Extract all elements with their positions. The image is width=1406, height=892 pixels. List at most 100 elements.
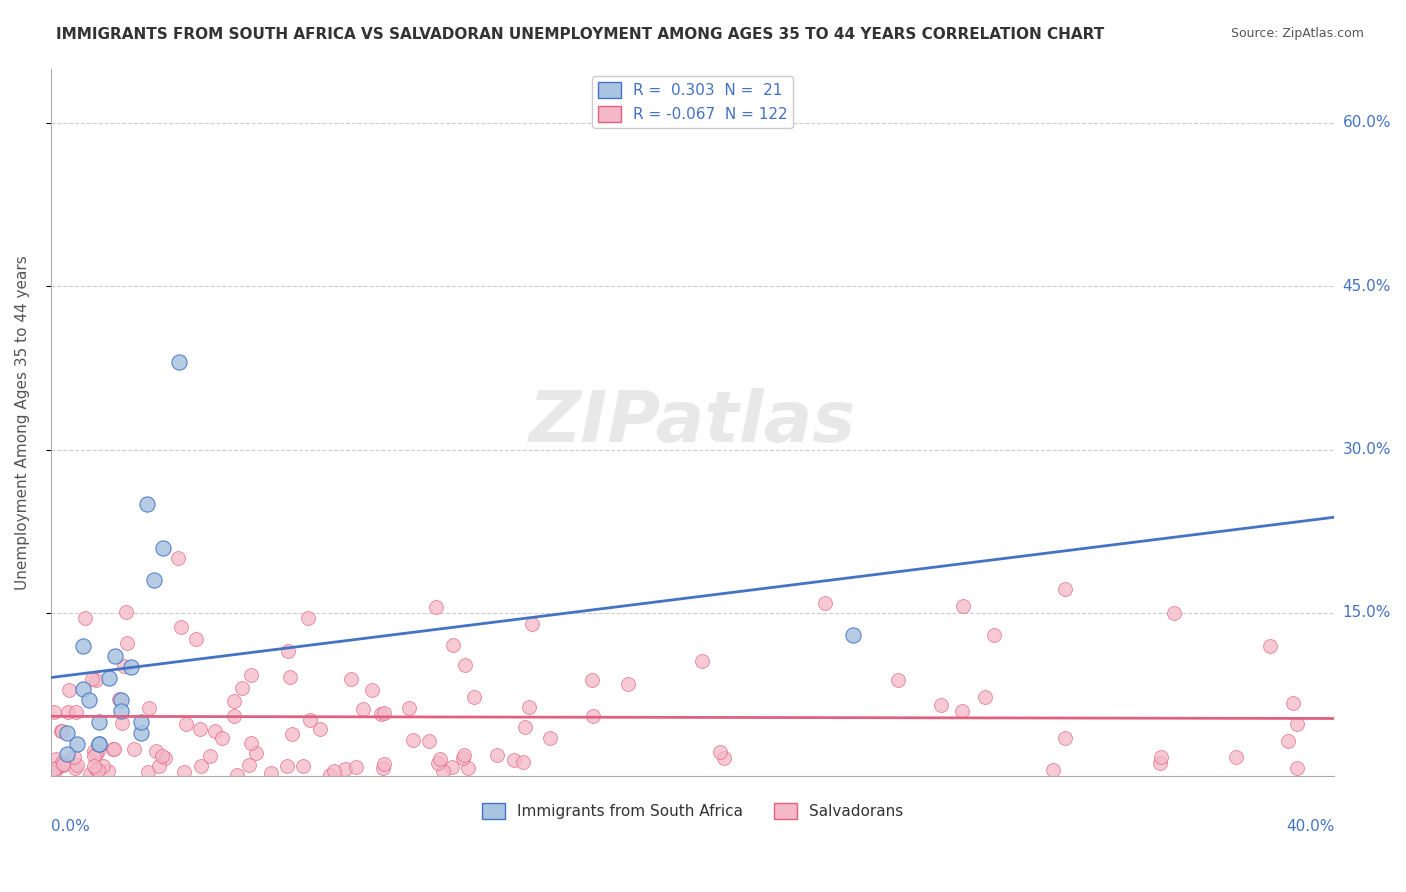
Text: 0.0%: 0.0% bbox=[51, 819, 90, 834]
Point bbox=[129, 725, 152, 739]
Point bbox=[63, 750, 86, 764]
Point bbox=[79, 767, 101, 781]
Point bbox=[222, 694, 245, 708]
Text: Source: ZipAtlas.com: Source: ZipAtlas.com bbox=[1230, 27, 1364, 40]
Text: IMMIGRANTS FROM SOUTH AFRICA VS SALVADORAN UNEMPLOYMENT AMONG AGES 35 TO 44 YEAR: IMMIGRANTS FROM SOUTH AFRICA VS SALVADOR… bbox=[56, 27, 1105, 42]
Text: 15.0%: 15.0% bbox=[1343, 606, 1391, 620]
Point bbox=[308, 722, 330, 736]
Point bbox=[52, 758, 75, 772]
Point bbox=[513, 720, 536, 734]
Point bbox=[111, 716, 134, 731]
Point bbox=[1042, 764, 1064, 778]
Point bbox=[238, 758, 260, 772]
Point bbox=[110, 704, 132, 718]
Point bbox=[1054, 582, 1077, 596]
Point bbox=[112, 658, 135, 673]
Point bbox=[65, 737, 87, 751]
Text: 40.0%: 40.0% bbox=[1286, 819, 1334, 834]
Point bbox=[277, 643, 299, 657]
Point bbox=[709, 745, 731, 759]
Point bbox=[352, 702, 374, 716]
Point bbox=[512, 755, 534, 769]
Point bbox=[239, 736, 262, 750]
Point bbox=[929, 698, 952, 712]
Point bbox=[173, 765, 195, 780]
Point bbox=[222, 709, 245, 723]
Point bbox=[281, 727, 304, 741]
Point bbox=[952, 599, 974, 614]
Point bbox=[87, 714, 110, 729]
Point bbox=[108, 691, 131, 706]
Point bbox=[1149, 756, 1171, 770]
Point bbox=[87, 737, 110, 751]
Text: ZIPatlas: ZIPatlas bbox=[529, 388, 856, 457]
Point bbox=[463, 690, 485, 705]
Point bbox=[52, 756, 75, 771]
Point bbox=[371, 761, 394, 775]
Point bbox=[373, 706, 395, 721]
Point bbox=[45, 751, 67, 765]
Point bbox=[136, 764, 159, 779]
Point bbox=[1285, 717, 1308, 731]
Point bbox=[167, 355, 190, 369]
Point bbox=[360, 683, 382, 698]
Point bbox=[418, 733, 440, 747]
Point bbox=[225, 768, 247, 782]
Point bbox=[49, 724, 72, 739]
Point bbox=[45, 761, 67, 775]
Text: 45.0%: 45.0% bbox=[1343, 279, 1391, 293]
Point bbox=[333, 762, 356, 776]
Point bbox=[280, 670, 302, 684]
Point bbox=[63, 762, 86, 776]
Point bbox=[51, 724, 73, 739]
Point bbox=[65, 705, 87, 719]
Point bbox=[425, 600, 447, 615]
Point bbox=[1150, 750, 1173, 764]
Point bbox=[582, 709, 605, 723]
Point bbox=[973, 690, 995, 704]
Point bbox=[292, 759, 315, 773]
Point bbox=[814, 596, 837, 610]
Point bbox=[581, 673, 603, 687]
Point bbox=[122, 742, 145, 756]
Point bbox=[148, 759, 170, 773]
Point bbox=[339, 672, 361, 686]
Point bbox=[97, 671, 120, 685]
Point bbox=[344, 760, 367, 774]
Point bbox=[502, 753, 524, 767]
Point bbox=[520, 616, 543, 631]
Point bbox=[517, 699, 540, 714]
Point bbox=[299, 714, 322, 728]
Point bbox=[402, 732, 425, 747]
Point bbox=[245, 746, 267, 760]
Point bbox=[440, 759, 463, 773]
Point bbox=[145, 744, 167, 758]
Point bbox=[1163, 606, 1185, 620]
Point bbox=[457, 761, 479, 775]
Point bbox=[211, 731, 233, 745]
Point bbox=[101, 741, 124, 756]
Point bbox=[239, 668, 262, 682]
Point bbox=[1258, 639, 1281, 653]
Point bbox=[260, 766, 283, 780]
Point bbox=[167, 551, 190, 566]
Point bbox=[114, 605, 136, 619]
Point bbox=[1277, 734, 1299, 748]
Point bbox=[51, 755, 73, 769]
Point bbox=[453, 747, 475, 762]
Point bbox=[319, 768, 342, 782]
Point bbox=[485, 747, 508, 762]
Legend: Immigrants from South Africa, Salvadorans: Immigrants from South Africa, Salvadoran… bbox=[475, 797, 910, 825]
Point bbox=[150, 749, 173, 764]
Point bbox=[42, 762, 65, 776]
Point bbox=[142, 573, 165, 587]
Point bbox=[87, 744, 110, 758]
Point bbox=[276, 759, 298, 773]
Point bbox=[231, 681, 253, 696]
Point bbox=[86, 762, 108, 776]
Point bbox=[1281, 697, 1303, 711]
Point bbox=[184, 632, 207, 647]
Point bbox=[174, 717, 197, 731]
Point bbox=[950, 705, 973, 719]
Point bbox=[454, 657, 477, 672]
